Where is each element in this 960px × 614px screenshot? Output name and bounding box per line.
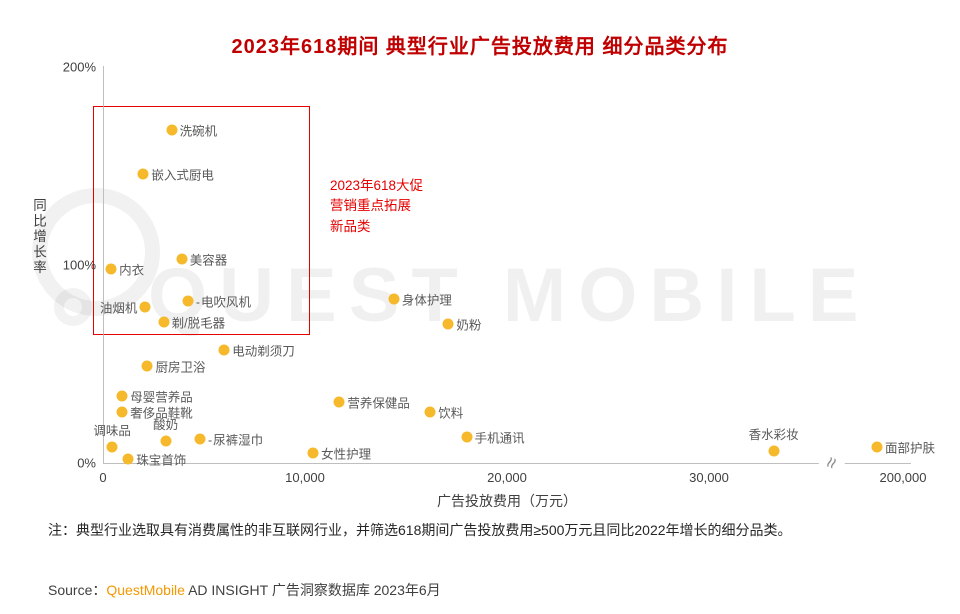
point-label: 奶粉 [456, 318, 482, 333]
chart-title: 2023年618期间 典型行业广告投放费用 细分品类分布 [231, 36, 729, 58]
annotation-line: 营销重点拓展 [330, 198, 411, 214]
point-label: 剃/脱毛器 [171, 316, 226, 331]
scatter-point [461, 431, 473, 443]
scatter-point [871, 441, 883, 453]
scatter-point [139, 301, 151, 313]
scatter-point [105, 263, 117, 275]
source-suffix: AD INSIGHT 广告洞察数据库 2023年6月 [184, 582, 441, 598]
point-label: 身体护理 [401, 293, 452, 308]
scatter-point [424, 406, 436, 418]
point-label: 嵌入式厨电 [151, 168, 214, 183]
scatter-point [333, 396, 345, 408]
scatter-point [388, 293, 400, 305]
x-tick-label: 30,000 [689, 470, 729, 485]
footnote: 注：典型行业选取具有消费属性的非互联网行业，并筛选618期间广告投放费用≥500… [48, 522, 792, 538]
scatter-point [158, 316, 170, 328]
scatter-point [122, 453, 134, 465]
scatter-point [116, 390, 128, 402]
point-label: 油烟机 [99, 301, 138, 316]
point-label: 女性护理 [321, 447, 372, 462]
axis-break-icon: ≈ [816, 446, 848, 480]
scatter-point [307, 447, 319, 459]
point-label: 电动剃须刀 [232, 344, 295, 359]
point-label: 面部护肤 [885, 441, 936, 456]
source-brand: QuestMobile [106, 582, 185, 598]
point-label: 尿裤湿巾 [208, 430, 263, 449]
y-axis-label: 同比增长率 [31, 198, 46, 276]
annotation-text: 2023年618大促 营销重点拓展 新品类 [330, 176, 423, 237]
highlight-box [93, 106, 310, 335]
point-label: 美容器 [189, 253, 228, 268]
source-line: Source：QuestMobile AD INSIGHT 广告洞察数据库 20… [48, 580, 441, 600]
source-prefix: Source： [48, 582, 107, 598]
scatter-point [141, 360, 153, 372]
scatter-point [768, 445, 780, 457]
x-axis-label: 广告投放费用（万元） [437, 493, 577, 509]
x-tick-label: 200,000 [879, 470, 927, 485]
point-label: 电吹风机 [196, 291, 251, 310]
point-label: 饮料 [438, 406, 464, 421]
scatter-point [442, 318, 454, 330]
point-label: 奢侈品鞋靴 [130, 406, 193, 421]
point-label: 酸奶 [153, 418, 179, 433]
x-axis-line [103, 463, 911, 464]
scatter-point [160, 435, 172, 447]
scatter-point [194, 433, 206, 445]
scatter-point [137, 168, 149, 180]
point-label: 调味品 [93, 424, 131, 439]
annotation-line: 新品类 [330, 218, 371, 234]
annotation-line: 2023年618大促 [330, 178, 424, 193]
point-label: 香水彩妆 [748, 428, 799, 443]
scatter-point [182, 295, 194, 307]
y-tick-label: 0% [77, 455, 96, 471]
x-tick-label: 0 [99, 470, 107, 485]
x-tick-label: 10,000 [285, 470, 325, 485]
scatter-point [106, 441, 118, 453]
point-label: 营养保健品 [347, 396, 410, 411]
x-tick-label: 20,000 [487, 470, 527, 485]
point-label: 厨房卫浴 [155, 360, 206, 375]
y-axis-line [103, 66, 104, 464]
point-label: 内衣 [119, 263, 145, 278]
point-label: 珠宝首饰 [136, 453, 187, 468]
point-label: 洗碗机 [179, 124, 218, 139]
scatter-point [166, 124, 178, 136]
scatter-point [176, 253, 188, 265]
point-label: 母婴营养品 [130, 390, 193, 405]
y-tick-label: 200% [62, 59, 96, 75]
point-label: 手机通讯 [474, 431, 525, 446]
y-tick-label: 100% [62, 257, 96, 273]
scatter-point [116, 406, 128, 418]
scatter-point [218, 344, 230, 356]
